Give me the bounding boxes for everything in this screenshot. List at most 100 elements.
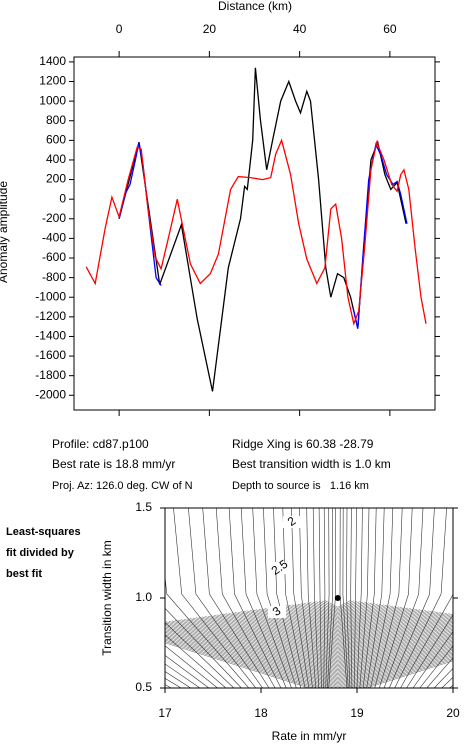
contour-line [177,619,453,672]
contour-line [165,622,453,678]
contour-line [406,614,453,688]
y-tick-label: -1400 [35,329,66,343]
y-tick-label: -800 [42,270,66,284]
contour-line [315,601,360,612]
info-text: Depth to source is 1.16 km [232,480,369,492]
contour-line [222,613,453,652]
contour-line [279,606,396,628]
contour-line [258,609,417,637]
contour-line [165,622,235,688]
contour-line [173,508,257,688]
y-tick-label: 1000 [39,93,66,107]
contour-line [370,508,394,688]
y-tick-label: -1600 [35,348,66,362]
y-tick-label: -1000 [35,289,66,303]
contour-line [400,593,453,688]
contour-line [291,508,310,688]
x-tick-label: 19 [350,706,364,720]
contour-line [366,508,385,688]
contour-line [240,611,435,644]
x-tick-label: 60 [383,22,397,36]
y-tick-label: 1200 [39,74,66,88]
contour-line [165,625,453,681]
y-axis-title: Anomaly amplitude [0,181,10,283]
contour-line [249,610,426,641]
contour-line [297,603,378,620]
contour-line [183,619,453,669]
x-tick-label: 20 [446,706,460,720]
x-axis-title: Distance (km) [218,0,292,13]
contour-line [325,508,330,688]
y-tick-label: -200 [42,211,66,225]
y-tick-label: 1.0 [135,590,152,604]
contour-line [276,606,399,629]
contour-line [202,508,270,688]
contour-line [165,654,210,688]
contour-line [303,603,372,617]
contour-line [165,630,453,686]
contour-line [189,618,453,667]
x-tick-label: 0 [116,22,123,36]
contour-line [207,615,453,659]
contour-line [324,600,351,608]
contour-line [201,616,453,661]
contour-line [168,621,453,676]
contour-line [270,607,405,631]
side-note: best fit [6,568,42,580]
y-tick-label: 0.5 [135,680,152,694]
contour-line [165,635,453,688]
x-tick-label: 18 [254,706,268,720]
contour-line [231,612,444,648]
contour-line [165,629,453,685]
contour-line [228,613,447,650]
contour-line [165,627,453,683]
contour-line [312,601,363,613]
contour-line [346,508,351,688]
plot-frame [73,56,436,411]
contour-line [213,615,453,656]
contour-line [165,621,453,677]
contour-line [198,617,453,663]
contour-line [165,623,453,680]
contour-line [195,617,453,664]
data-line [85,138,427,326]
contour-line [419,645,453,688]
contour-line [165,634,226,688]
contour-line [309,602,366,615]
y-tick-label: -600 [42,250,66,264]
y-tick-label: -1200 [35,309,66,323]
contour-line [237,611,438,646]
contour-line [165,639,453,688]
contour-line [186,618,453,668]
contour-line [412,631,453,688]
contour-lines [165,508,453,688]
contour-line [219,614,453,654]
contour-line [282,605,393,626]
x-tick-label: 40 [293,22,307,36]
y-axis-title: Transition width in km [100,540,114,656]
contour-line [321,600,354,609]
contour-line [294,604,381,621]
contour-line [240,508,287,688]
contour-label-bg [271,562,289,574]
data-line [118,67,407,392]
contour-line [165,634,453,688]
contour-line [267,607,408,633]
y-tick-label: 800 [46,113,66,127]
contour-line [165,638,453,688]
y-tick-label: 600 [46,133,66,147]
x-tick-label: 17 [158,706,172,720]
contour-line [300,603,375,618]
contour-line [264,608,411,634]
contour-line [165,631,453,687]
y-tick-label: -1800 [35,368,66,382]
contour-line [228,508,282,688]
contour-label-bg [283,516,301,528]
contour-line [263,508,297,688]
contour-line [171,620,453,674]
contour-line [252,609,423,639]
x-tick-label: 20 [203,22,217,36]
side-note: fit divided by [6,547,75,559]
info-text: Ridge Xing is 60.38 -28.79 [232,437,374,451]
best-fit-point [334,595,341,601]
